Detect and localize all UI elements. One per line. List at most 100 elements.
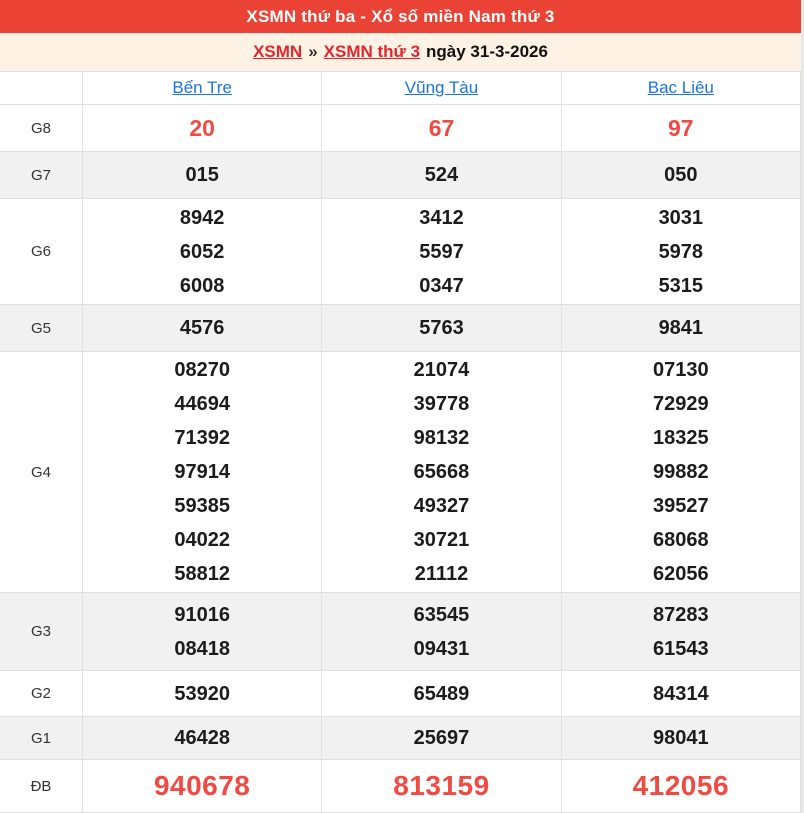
prize-label-g4: G4 [0,352,83,592]
prize-value: 20 [189,115,215,141]
prize-value: 08270 [174,359,230,381]
province-link-vung-tau[interactable]: Vũng Tàu [404,78,479,97]
prize-value: 3031 [658,206,704,229]
breadcrumb-date: ngày 31-3-2026 [426,42,548,61]
prize-row-g2: G2 53920 65489 84314 [0,671,801,717]
prize-value: 5597 [419,240,464,263]
prize-cell-g6-col2: 3412 5597 0347 [322,199,562,304]
prize-cell-db-col3: 412056 [562,760,801,812]
prize-cell-g4-col2: 21074 39778 98132 65668 49327 30721 21112 [322,352,562,592]
prize-value: 65668 [413,461,470,483]
column-header-bac-lieu: Bạc Liêu [562,72,801,104]
prize-value: 21074 [413,359,470,381]
prize-value: 97914 [174,461,230,483]
prize-value: 08418 [174,637,230,660]
prize-value: 91016 [174,603,230,626]
prize-value: 44694 [174,393,230,415]
prize-cell-g1-col1: 46428 [83,717,323,759]
prize-value: 84314 [653,682,709,705]
prize-cell-g2-col3: 84314 [562,671,801,716]
prize-cell-db-col1: 940678 [83,760,323,812]
prize-row-g4: G4 08270 44694 71392 97914 59385 04022 58812 210… [0,352,801,593]
prize-label-g1: G1 [0,717,83,759]
prize-value: 63545 [413,603,470,626]
prize-cell-db-col2: 813159 [322,760,562,812]
column-header-vung-tau: Vũng Tàu [322,72,562,104]
prize-value: 65489 [413,682,470,705]
prize-value: 39778 [413,393,470,415]
prize-cell-g7-col3: 050 [562,152,801,198]
prize-cell-g4-col3: 07130 72929 18325 99882 39527 68068 62056 [562,352,801,592]
prize-value: 6052 [179,240,225,263]
prize-row-g3: G3 91016 08418 63545 09431 87283 61543 [0,593,801,671]
prize-value: 015 [185,164,219,186]
prize-cell-g3-col1: 91016 08418 [83,593,323,670]
prize-value: 940678 [153,770,251,801]
prize-cell-g8-col1: 20 [83,105,323,151]
prize-cell-g3-col3: 87283 61543 [562,593,801,670]
column-header-ben-tre: Bến Tre [83,72,323,104]
prize-label-g8: G8 [0,105,83,151]
prize-table-body: G8 20 67 97 G7 015 524 050 G6 8942 6052 6008 3412 559… [0,105,801,813]
prize-value: 61543 [653,637,709,660]
prize-value: 4576 [179,317,225,339]
prize-value: 21112 [414,563,469,585]
prize-label-g6: G6 [0,199,83,304]
prize-value: 58812 [174,563,230,585]
prize-value: 524 [424,164,459,186]
prize-value: 49327 [413,495,470,517]
prize-cell-g5-col1: 4576 [83,305,323,351]
prize-value: 6008 [179,274,225,297]
prize-value: 72929 [653,393,709,415]
prize-label-g5: G5 [0,305,83,351]
prize-label-db: ĐB [0,760,83,812]
prize-value: 9841 [658,317,704,339]
prize-cell-g4-col1: 08270 44694 71392 97914 59385 04022 58812 [83,352,323,592]
prize-cell-g2-col2: 65489 [322,671,562,716]
table-header-row: Bến Tre Vũng Tàu Bạc Liêu [0,72,801,105]
province-link-bac-lieu[interactable]: Bạc Liêu [647,78,714,97]
prize-value: 18325 [653,427,709,449]
title-bar: XSMN thứ ba - Xổ số miền Nam thứ 3 [0,0,801,33]
breadcrumb-link-xsmn-thu-3[interactable]: XSMN thứ 3 [323,42,421,61]
prize-value: 87283 [653,603,709,626]
prize-value: 98132 [413,427,470,449]
prize-value: 09431 [413,637,470,660]
prize-value: 98041 [653,727,709,749]
breadcrumb: XSMN » XSMN thứ 3 ngày 31-3-2026 [0,33,801,72]
prize-value: 813159 [393,770,490,801]
prize-value: 050 [664,164,698,186]
prize-cell-g8-col2: 67 [322,105,562,151]
prize-cell-g7-col2: 524 [322,152,562,198]
prize-value: 46428 [174,727,230,749]
prize-cell-g1-col3: 98041 [562,717,801,759]
prize-row-g5: G5 4576 5763 9841 [0,305,801,352]
breadcrumb-separator: » [308,42,318,61]
province-link-ben-tre[interactable]: Bến Tre [172,78,232,97]
table-header-corner [0,72,83,104]
prize-label-g2: G2 [0,671,83,716]
prize-value: 71392 [174,427,230,449]
prize-cell-g8-col3: 97 [562,105,801,151]
prize-value: 62056 [653,563,709,585]
prize-value: 412056 [632,770,730,801]
page-title: XSMN thứ ba - Xổ số miền Nam thứ 3 [246,6,555,26]
prize-value: 0347 [419,274,464,297]
prize-cell-g6-col3: 3031 5978 5315 [562,199,801,304]
prize-cell-g6-col1: 8942 6052 6008 [83,199,323,304]
prize-value: 97 [668,115,694,141]
prize-row-g7: G7 015 524 050 [0,152,801,199]
prize-row-g8: G8 20 67 97 [0,105,801,152]
breadcrumb-link-xsmn[interactable]: XSMN [253,42,303,61]
prize-value: 25697 [413,727,470,749]
prize-value: 07130 [653,359,709,381]
prize-cell-g3-col2: 63545 09431 [322,593,562,670]
prize-value: 5315 [658,274,704,297]
prize-value: 04022 [174,529,230,551]
prize-cell-g7-col1: 015 [83,152,323,198]
prize-value: 39527 [653,495,709,517]
prize-cell-g5-col3: 9841 [562,305,801,351]
prize-cell-g2-col1: 53920 [83,671,323,716]
prize-value: 5978 [658,240,704,263]
